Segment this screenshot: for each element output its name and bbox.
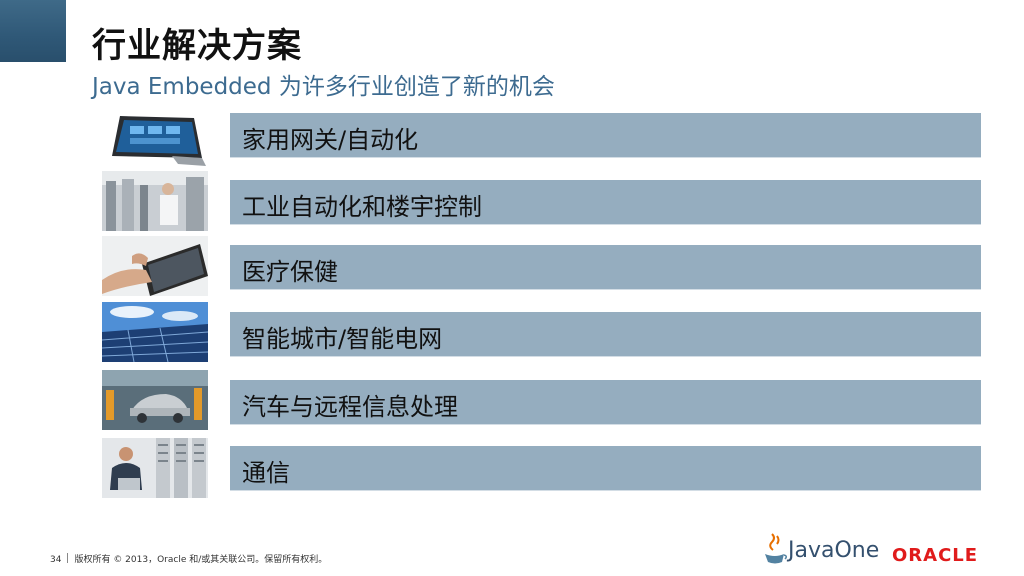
industry-item-healthcare: 医疗保健 bbox=[230, 245, 981, 289]
industry-item-automotive: 汽车与远程信息处理 bbox=[230, 380, 981, 424]
industry-label: 汽车与远程信息处理 bbox=[242, 393, 458, 421]
industry-label: 家用网关/自动化 bbox=[242, 126, 419, 154]
slide-footer: 34 版权所有 © 2013，Oracle 和/或其关联公司。保留所有权利。 bbox=[50, 552, 327, 565]
javaone-wordmark: JavaOne bbox=[788, 538, 880, 563]
industry-item-home-gateway: 家用网关/自动化 bbox=[230, 113, 981, 157]
industry-label: 医疗保健 bbox=[242, 258, 338, 286]
industrial-automation-image bbox=[102, 171, 208, 231]
industry-item-industrial-automation: 工业自动化和楼宇控制 bbox=[230, 180, 981, 224]
industry-label: 通信 bbox=[242, 459, 290, 487]
corner-accent-block bbox=[0, 0, 66, 62]
javaone-logo: JavaOne bbox=[762, 530, 879, 568]
page-number: 34 bbox=[50, 555, 62, 565]
communications-server-image bbox=[102, 438, 208, 498]
footer-divider bbox=[67, 553, 69, 563]
smart-grid-solar-image bbox=[102, 302, 208, 362]
industry-label: 智能城市/智能电网 bbox=[242, 325, 443, 353]
healthcare-tablet-image bbox=[102, 236, 208, 296]
home-gateway-device-image bbox=[102, 108, 208, 168]
automotive-factory-image bbox=[102, 370, 208, 430]
industry-label: 工业自动化和楼宇控制 bbox=[242, 193, 482, 221]
oracle-logo: ORACLE bbox=[892, 545, 979, 566]
industry-item-communications: 通信 bbox=[230, 446, 981, 490]
slide-subtitle: Java Embedded 为许多行业创造了新的机会 bbox=[92, 74, 555, 100]
java-cup-icon bbox=[765, 533, 788, 564]
copyright-notice: 版权所有 © 2013，Oracle 和/或其关联公司。保留所有权利。 bbox=[74, 555, 328, 565]
industry-item-smart-city: 智能城市/智能电网 bbox=[230, 312, 981, 356]
slide-title: 行业解决方案 bbox=[92, 26, 302, 66]
